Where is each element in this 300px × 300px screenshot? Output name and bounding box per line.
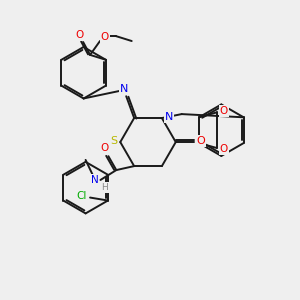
Text: N: N — [120, 84, 128, 94]
Text: O: O — [101, 32, 109, 42]
Text: O: O — [220, 144, 228, 154]
Text: N: N — [91, 175, 98, 185]
Text: O: O — [75, 30, 83, 40]
Text: O: O — [196, 136, 205, 146]
Text: S: S — [110, 136, 117, 146]
Text: Cl: Cl — [76, 190, 86, 201]
Text: O: O — [220, 106, 228, 116]
Text: N: N — [165, 112, 173, 122]
Text: H: H — [101, 183, 108, 192]
Text: O: O — [100, 143, 109, 153]
